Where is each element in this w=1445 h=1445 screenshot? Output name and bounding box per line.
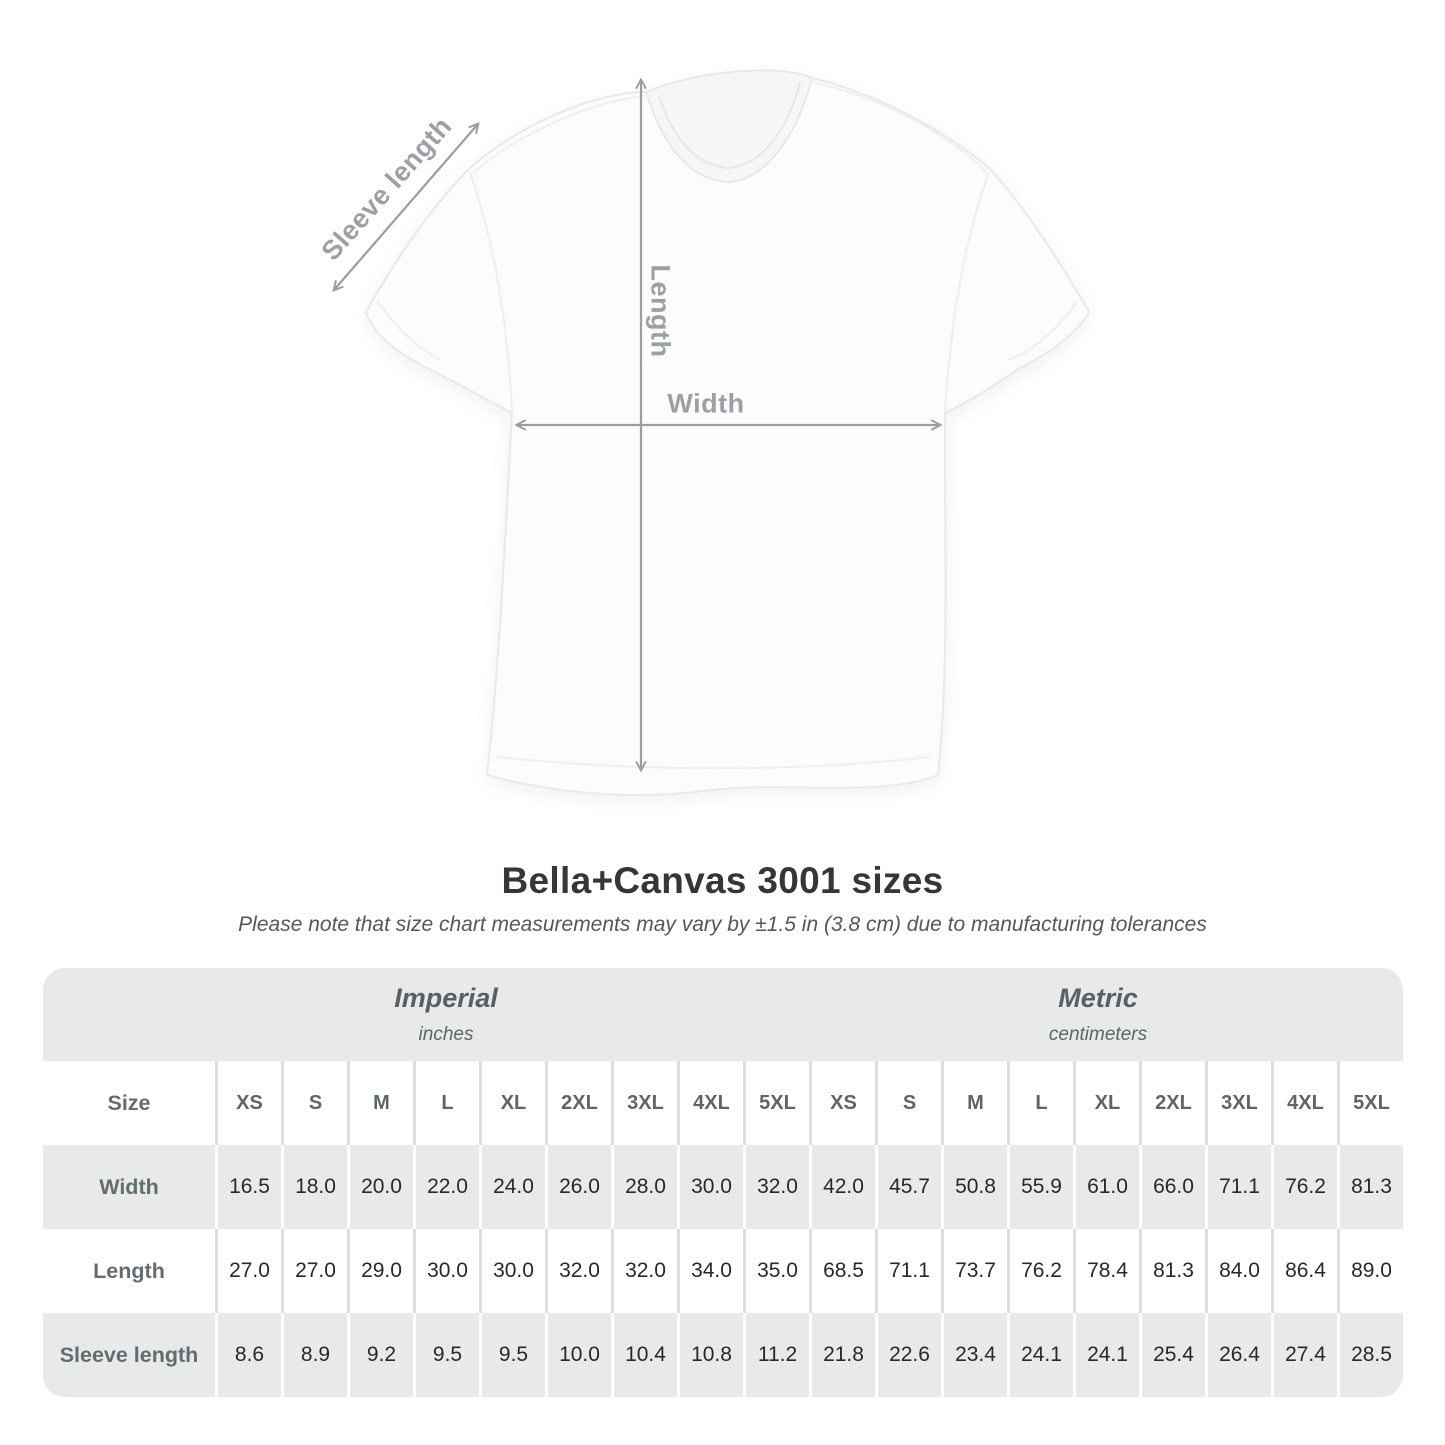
value-cell: 34.0 (677, 1229, 743, 1313)
sleeve-length-arrow (334, 124, 478, 290)
tshirt-diagram (0, 69, 1091, 796)
value-cell: 21.8 (809, 1313, 875, 1397)
value-cell: 76.2 (1271, 1145, 1337, 1229)
value-cell: 26.4 (1205, 1313, 1271, 1397)
row-label: Sleeve length (59, 1342, 199, 1367)
imperial-unit-label: inches (418, 1024, 474, 1045)
size-header-cell: 5XL (743, 1061, 809, 1145)
value-cell: 81.3 (1139, 1229, 1205, 1313)
value-cell: 10.0 (545, 1313, 611, 1397)
value-cell: 32.0 (743, 1145, 809, 1229)
value-cell: 45.7 (875, 1145, 941, 1229)
value-cell: 28.0 (611, 1145, 677, 1229)
size-column-header: Size (107, 1090, 151, 1115)
value-cell: 61.0 (1073, 1145, 1139, 1229)
value-cell: 20.0 (347, 1145, 413, 1229)
value-cell: 42.0 (809, 1145, 875, 1229)
size-header-cell: S (875, 1061, 941, 1145)
table-row-sleeve-length: Sleeve length 8.6 8.9 9.2 9.5 9.5 10.0 10.4 10.8… (43, 1313, 1403, 1397)
metric-unit-label: centimeters (1048, 1024, 1148, 1045)
value-cell: 86.4 (1271, 1229, 1337, 1313)
table-row-width: Width 16.5 18.0 20.0 22.0 24.0 26.0 28.0 30.0 32.… (43, 1145, 1403, 1229)
value-cell: 30.0 (677, 1145, 743, 1229)
size-header-cell: 2XL (545, 1061, 611, 1145)
page-title: Bella+Canvas 3001 sizes (501, 860, 944, 901)
size-header-cell: XL (479, 1061, 545, 1145)
table-row-sizes: Size XS S M L XL 2XL 3XL 4XL 5XL XS S M L XL 2XL 3XL 4XL 5… (43, 1061, 1403, 1145)
value-cell: 29.0 (347, 1229, 413, 1313)
value-cell: 27.0 (215, 1229, 281, 1313)
value-cell: 22.6 (875, 1313, 941, 1397)
length-label: Length (645, 264, 676, 358)
size-header-cell: 4XL (677, 1061, 743, 1145)
row-label: Length (93, 1258, 165, 1283)
size-header-cell: 3XL (611, 1061, 677, 1145)
value-cell: 8.9 (281, 1313, 347, 1397)
value-cell: 30.0 (413, 1229, 479, 1313)
value-cell: 50.8 (941, 1145, 1007, 1229)
row-label: Width (99, 1174, 159, 1199)
imperial-section-header: Imperial inches (43, 968, 809, 1061)
value-cell: 24.1 (1007, 1313, 1073, 1397)
value-cell: 32.0 (545, 1229, 611, 1313)
size-header-cell: XS (809, 1061, 875, 1145)
value-cell: 30.0 (479, 1229, 545, 1313)
value-cell: 9.5 (413, 1313, 479, 1397)
value-cell: 55.9 (1007, 1145, 1073, 1229)
value-cell: 10.4 (611, 1313, 677, 1397)
size-header-cell: XS (215, 1061, 281, 1145)
value-cell: 71.1 (1205, 1145, 1271, 1229)
value-cell: 9.2 (347, 1313, 413, 1397)
size-header-cell: 2XL (1139, 1061, 1205, 1145)
size-header-cell: L (1007, 1061, 1073, 1145)
tolerance-note: Please note that size chart measurements… (238, 913, 1207, 936)
value-cell: 71.1 (875, 1229, 941, 1313)
size-header-cell: 4XL (1271, 1061, 1337, 1145)
value-cell: 66.0 (1139, 1145, 1205, 1229)
tshirt-body (364, 69, 1091, 796)
value-cell: 84.0 (1205, 1229, 1271, 1313)
value-cell: 27.0 (281, 1229, 347, 1313)
value-cell: 23.4 (941, 1313, 1007, 1397)
size-header-cell: XL (1073, 1061, 1139, 1145)
value-cell: 22.0 (413, 1145, 479, 1229)
value-cell: 11.2 (743, 1313, 809, 1397)
size-header-cell: S (281, 1061, 347, 1145)
value-cell: 76.2 (1007, 1229, 1073, 1313)
value-cell: 10.8 (677, 1313, 743, 1397)
value-cell: 18.0 (281, 1145, 347, 1229)
size-header-cell: M (941, 1061, 1007, 1145)
size-table: Imperial inches Metric centimeters Size X… (43, 968, 1403, 1397)
value-cell: 68.5 (809, 1229, 875, 1313)
size-header-cell: L (413, 1061, 479, 1145)
value-cell: 9.5 (479, 1313, 545, 1397)
metric-label: Metric (1058, 983, 1138, 1013)
table-row-length: Length 27.0 27.0 29.0 30.0 30.0 32.0 32.0 34.0 35… (43, 1229, 1403, 1313)
width-label: Width (667, 388, 745, 419)
metric-section-header: Metric centimeters (809, 968, 1403, 1061)
value-cell: 81.3 (1337, 1145, 1403, 1229)
value-cell: 89.0 (1337, 1229, 1403, 1313)
value-cell: 73.7 (941, 1229, 1007, 1313)
value-cell: 8.6 (215, 1313, 281, 1397)
size-header-cell: 5XL (1337, 1061, 1403, 1145)
value-cell: 24.1 (1073, 1313, 1139, 1397)
size-header-cell: 3XL (1205, 1061, 1271, 1145)
value-cell: 25.4 (1139, 1313, 1205, 1397)
value-cell: 35.0 (743, 1229, 809, 1313)
value-cell: 78.4 (1073, 1229, 1139, 1313)
value-cell: 24.0 (479, 1145, 545, 1229)
value-cell: 26.0 (545, 1145, 611, 1229)
unit-band: Imperial inches Metric centimeters (43, 968, 1403, 1061)
value-cell: 32.0 (611, 1229, 677, 1313)
value-cell: 28.5 (1337, 1313, 1403, 1397)
collar (645, 69, 813, 183)
value-cell: 27.4 (1271, 1313, 1337, 1397)
size-header-cell: M (347, 1061, 413, 1145)
value-cell: 16.5 (215, 1145, 281, 1229)
imperial-label: Imperial (394, 983, 498, 1013)
